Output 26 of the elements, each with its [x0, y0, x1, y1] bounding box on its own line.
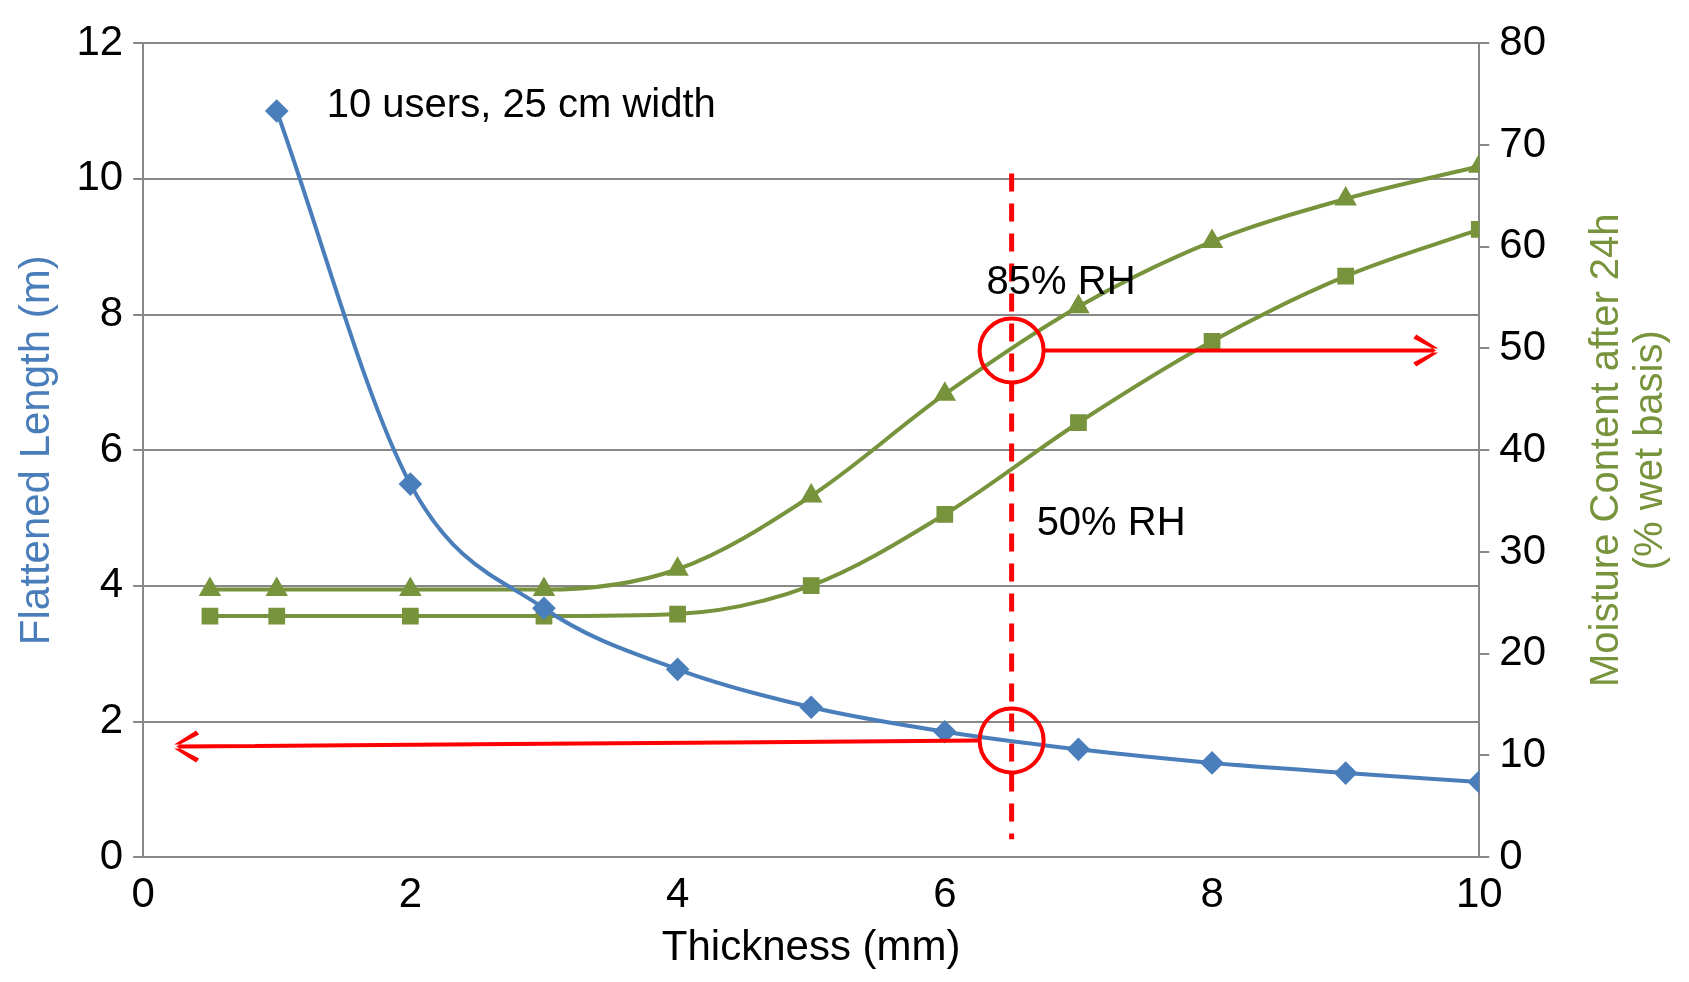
y2-tick-label: 40	[1499, 423, 1546, 471]
y-tick-label: 8	[99, 288, 124, 336]
x-tick-label: 2	[398, 868, 423, 916]
annotation: 85% RH	[986, 257, 1136, 302]
y2-axis-title: Moisture Content after 24h (% wet basis)	[1582, 213, 1671, 687]
y-tick-label: 4	[99, 559, 124, 607]
x-axis-title: Thickness (mm)	[661, 922, 961, 970]
x-tick-label: 6	[933, 868, 957, 916]
y2-tick-label: 20	[1499, 627, 1546, 675]
y2-tick-label: 10	[1499, 729, 1546, 777]
y2-tick-label: 80	[1499, 16, 1546, 64]
y2-tick-label: 60	[1499, 220, 1546, 268]
x-tick-label: 4	[665, 868, 690, 916]
x-tick-label: 0	[131, 868, 155, 916]
x-tick-label: 8	[1200, 868, 1224, 916]
annotation: 50% RH	[1036, 498, 1186, 543]
y-axis-title: Flattened Length (m)	[10, 255, 58, 646]
y2-tick-label: 70	[1499, 118, 1546, 166]
y-tick-label: 10	[76, 152, 124, 200]
y-tick-label: 12	[76, 16, 124, 64]
y2-tick-label: 50	[1499, 322, 1546, 370]
y-tick-label: 6	[99, 423, 124, 471]
annotation: 10 users, 25 cm width	[326, 81, 716, 126]
y-tick-label: 2	[99, 695, 124, 743]
y-tick-label: 0	[99, 830, 124, 878]
y2-tick-label: 30	[1499, 525, 1546, 573]
